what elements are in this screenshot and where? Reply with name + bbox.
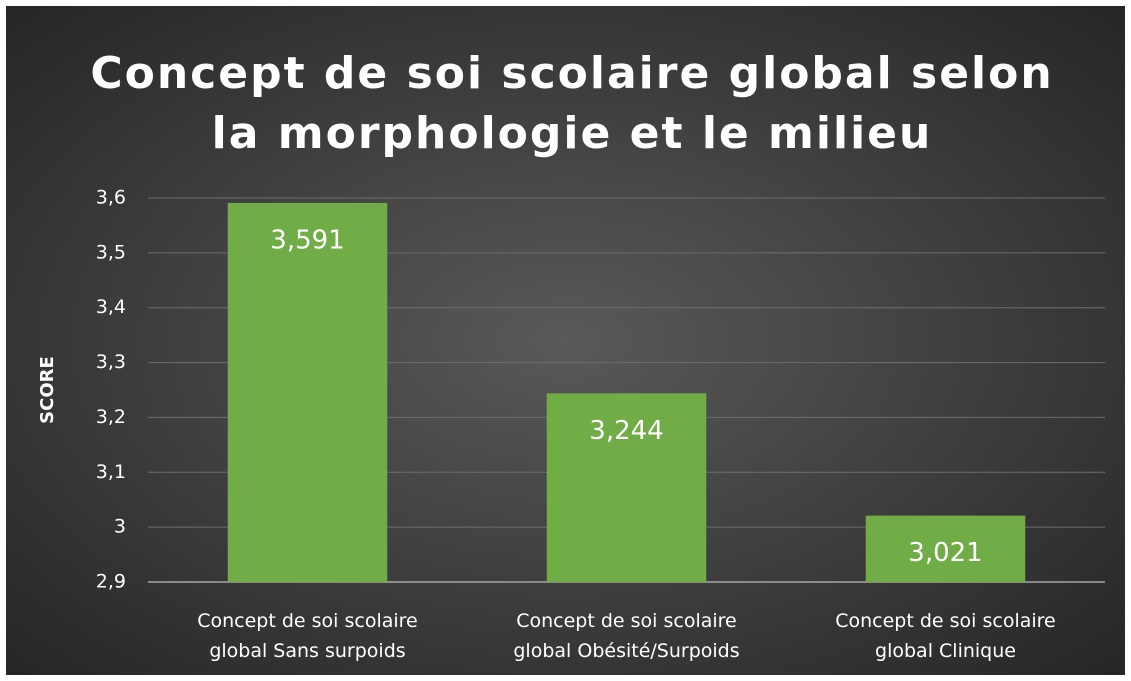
data-label: 3,021	[908, 538, 982, 568]
y-tick-label: 3,6	[96, 187, 126, 209]
y-tick-label: 3,4	[96, 296, 126, 318]
y-axis-label: SCORE	[37, 356, 58, 424]
bar	[227, 202, 388, 583]
x-tick-label: Concept de soi scolaire global Clinique	[835, 610, 1056, 662]
chart-title: la morphologie et le milieu	[212, 108, 933, 159]
y-tick-label: 3,1	[96, 461, 126, 483]
y-tick-label: 2,9	[96, 571, 126, 593]
data-label: 3,591	[270, 225, 344, 255]
chart-title: Concept de soi scolaire global selon	[90, 48, 1053, 99]
x-tick-label: Concept de soi scolaire global Obésité/S…	[513, 610, 740, 662]
data-label: 3,244	[589, 416, 663, 446]
y-tick-label: 3,5	[96, 241, 126, 263]
x-tick-label: Concept de soi scolaire global Sans surp…	[197, 610, 418, 662]
y-tick-label: 3	[114, 516, 126, 538]
bar	[865, 515, 1026, 582]
bar	[546, 393, 707, 582]
y-tick-label: 3,2	[96, 406, 126, 428]
y-tick-label: 3,3	[96, 351, 126, 373]
